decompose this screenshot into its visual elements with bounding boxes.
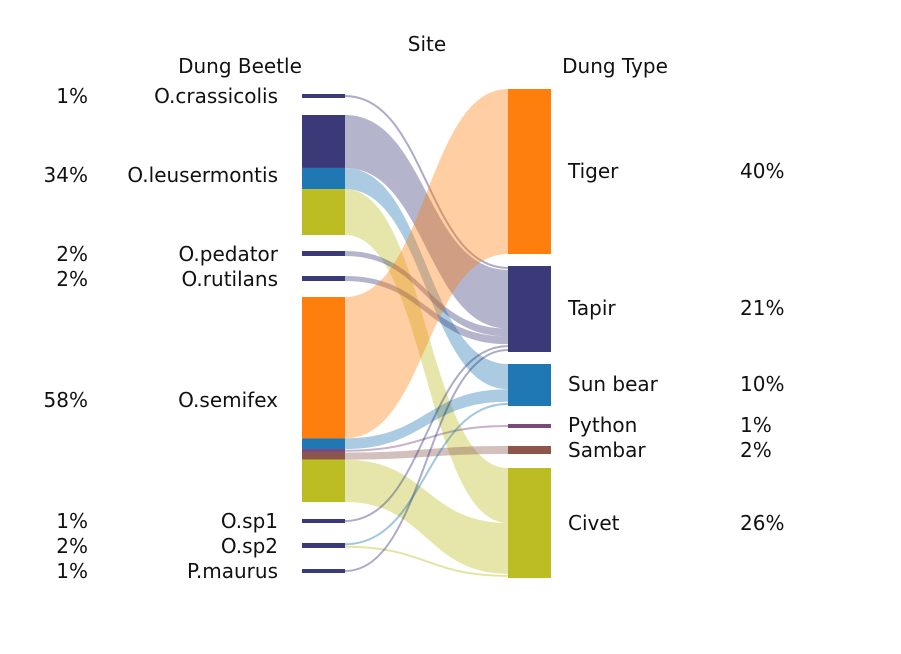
chart-title: Site [408,32,446,56]
target-label-tiger: Tiger [567,159,619,183]
link-o-pedator-to-tapir [345,251,508,337]
source-segment-o-semifex-tiger [302,297,345,439]
target-node-tapir [508,266,551,352]
target-pct-tapir: 21% [740,296,784,320]
source-pct-p-maurus: 1% [56,559,88,583]
source-label-o-sp1: O.sp1 [221,509,278,533]
source-segment-o-semifex-python [302,448,345,453]
link-o-sp2-to-sun-bear [344,402,509,546]
link-o-rutilans-to-tapir [345,276,508,345]
source-pct-o-sp2: 2% [56,534,88,558]
source-segment-p-maurus-tapir [302,569,345,573]
link-o-semifex-to-tiger [345,89,508,439]
left-header: Dung Beetle [178,54,302,78]
link-p-maurus-to-tapir [344,349,509,572]
target-pct-python: 1% [740,413,772,437]
source-segment-o-rutilans-tapir [302,276,345,281]
target-label-python: Python [568,413,637,437]
target-pct-sambar: 2% [740,438,772,462]
link-o-crassicolis-to-tapir [344,95,509,269]
links-layer [344,89,509,577]
source-segment-o-sp2-civet [302,545,345,548]
target-node-sun-bear [508,364,551,406]
target-label-sun-bear: Sun bear [568,372,659,396]
target-node-civet [508,468,551,578]
link-o-semifex-to-python [344,425,509,452]
source-label-o-sp2: O.sp2 [221,534,278,558]
link-o-semifex-to-civet [345,459,508,574]
source-segment-o-semifex-sun-bear [302,438,345,449]
link-o-sp1-to-tapir [344,345,509,522]
source-segment-o-sp2-sun-bear [302,543,345,546]
target-node-python [508,424,551,428]
target-pct-sun-bear: 10% [740,372,784,396]
target-pct-tiger: 40% [740,159,784,183]
source-pct-o-crassicolis: 1% [56,84,88,108]
source-label-o-rutilans: O.rutilans [182,267,279,291]
source-segment-o-pedator-tapir [302,251,345,256]
target-node-sambar [508,446,551,454]
nodes-layer [302,89,551,578]
source-segment-o-leusermontis-tapir [302,115,345,168]
source-pct-o-rutilans: 2% [56,267,88,291]
right-header: Dung Type [562,54,668,78]
source-label-p-maurus: P.maurus [187,559,278,583]
link-o-leusermontis-to-sun-bear [345,167,508,390]
link-o-semifex-to-sun-bear [345,389,508,449]
source-label-o-leusermontis: O.leusermontis [127,163,278,187]
source-segment-o-crassicolis-tapir [302,94,345,98]
labels-layer: Site Dung Beetle Dung Type O.crassicolis… [44,32,785,583]
source-segment-o-leusermontis-sun-bear [302,167,345,190]
source-pct-o-leusermontis: 34% [44,163,88,187]
link-o-sp2-to-civet [344,545,509,577]
link-o-semifex-to-sambar [345,446,508,460]
source-segment-o-semifex-sambar [302,452,345,460]
target-label-civet: Civet [568,511,620,535]
target-label-sambar: Sambar [568,438,646,462]
source-pct-o-pedator: 2% [56,242,88,266]
source-segment-o-leusermontis-civet [302,189,345,235]
source-label-o-pedator: O.pedator [178,242,278,266]
target-label-tapir: Tapir [567,296,616,320]
link-o-leusermontis-to-civet [345,189,508,523]
source-label-o-semifex: O.semifex [178,388,278,412]
source-segment-o-sp1-tapir [302,519,345,523]
link-o-leusermontis-to-tapir [345,115,508,329]
source-pct-o-sp1: 1% [56,509,88,533]
target-node-tiger [508,89,551,254]
source-segment-o-semifex-civet [302,459,345,502]
source-label-o-crassicolis: O.crassicolis [154,84,278,108]
source-pct-o-semifex: 58% [44,388,88,412]
target-pct-civet: 26% [740,511,784,535]
